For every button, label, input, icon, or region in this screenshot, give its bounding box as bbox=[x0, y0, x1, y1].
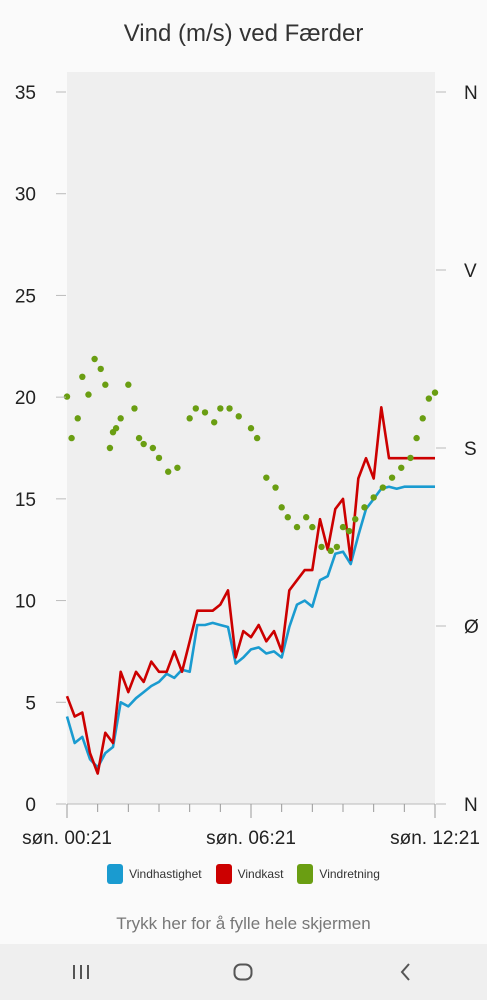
y-right-tick-label: N bbox=[464, 83, 478, 104]
point-vindretning bbox=[106, 444, 114, 452]
point-vindretning bbox=[186, 415, 193, 422]
point-vindretning bbox=[361, 504, 368, 511]
point-vindretning bbox=[68, 434, 75, 442]
point-vindretning bbox=[419, 415, 426, 422]
point-vindretning bbox=[102, 381, 109, 388]
y-left-tick-label: 5 bbox=[25, 693, 36, 714]
point-vindretning bbox=[63, 393, 71, 400]
point-vindretning bbox=[309, 523, 316, 531]
point-vindretning bbox=[388, 474, 396, 481]
point-vindretning bbox=[226, 405, 233, 412]
x-tick-label: søn. 06:21 bbox=[206, 828, 296, 849]
point-vindretning bbox=[293, 523, 301, 531]
point-vindretning bbox=[407, 454, 414, 462]
point-vindretning bbox=[352, 516, 359, 523]
series-layer bbox=[63, 355, 439, 775]
y-right-tick-label: Ø bbox=[464, 617, 479, 638]
point-vindretning bbox=[303, 514, 310, 521]
point-vindretning bbox=[339, 523, 347, 531]
point-vindretning bbox=[211, 419, 218, 426]
point-vindretning bbox=[91, 355, 98, 363]
recent-apps-icon bbox=[73, 965, 90, 979]
point-vindretning bbox=[413, 434, 420, 442]
point-vindretning bbox=[217, 405, 224, 412]
point-vindretning bbox=[272, 484, 279, 491]
legend-swatch-vindhastighet bbox=[107, 864, 124, 884]
point-vindretning bbox=[74, 415, 81, 422]
fill-screen-hint[interactable]: Trykk her for å fylle hele skjermen bbox=[116, 914, 371, 933]
back-icon bbox=[400, 963, 410, 981]
point-vindretning bbox=[398, 464, 405, 471]
point-vindretning bbox=[318, 543, 325, 551]
x-tick-label: søn. 12:21 bbox=[390, 828, 480, 849]
recent-apps-button[interactable] bbox=[51, 952, 111, 992]
point-vindretning bbox=[263, 474, 270, 481]
legend-swatch-vindkast bbox=[215, 864, 232, 884]
legend-item-vindhastighet[interactable]: Vindhastighet bbox=[107, 864, 202, 884]
system-nav-bar bbox=[0, 944, 487, 1000]
y-right-tick-label: S bbox=[464, 439, 477, 460]
point-vindretning bbox=[247, 425, 255, 432]
y-left-tick-label: 25 bbox=[15, 286, 36, 307]
point-vindretning bbox=[135, 434, 143, 442]
point-vindretning bbox=[117, 415, 124, 422]
y-left-tick-label: 15 bbox=[15, 490, 36, 511]
plot-background bbox=[67, 72, 435, 804]
y-right-tick-label: V bbox=[464, 261, 477, 282]
point-vindretning bbox=[345, 527, 353, 535]
y-left-tick-label: 35 bbox=[15, 83, 36, 104]
point-vindretning bbox=[370, 494, 377, 501]
legend-label-vindretning: Vindretning bbox=[319, 867, 380, 881]
point-vindretning bbox=[327, 547, 334, 555]
point-vindretning bbox=[112, 425, 120, 432]
point-vindretning bbox=[379, 484, 387, 491]
point-vindretning bbox=[165, 468, 172, 475]
point-vindretning bbox=[284, 514, 291, 521]
legend-label-vindkast: Vindkast bbox=[237, 867, 284, 881]
y-left-tick-label: 20 bbox=[15, 388, 36, 409]
chart-title: Vind (m/s) ved Færder bbox=[123, 20, 364, 47]
y-left-tick-label: 30 bbox=[15, 185, 36, 206]
x-tick-label: søn. 00:21 bbox=[22, 828, 112, 849]
point-vindretning bbox=[155, 454, 163, 462]
y-left-tick-label: 10 bbox=[15, 592, 36, 613]
legend: Vindhastighet Vindkast Vindretning bbox=[0, 864, 487, 884]
point-vindretning bbox=[425, 395, 433, 402]
point-vindretning bbox=[149, 444, 157, 452]
point-vindretning bbox=[253, 434, 261, 442]
legend-item-vindkast[interactable]: Vindkast bbox=[215, 864, 284, 884]
point-vindretning bbox=[333, 543, 341, 551]
back-button[interactable] bbox=[376, 952, 436, 992]
series-line-vindkast bbox=[65, 405, 435, 775]
legend-swatch-vindretning bbox=[297, 864, 314, 884]
point-vindretning bbox=[97, 365, 104, 373]
point-vindretning bbox=[174, 464, 181, 471]
home-button[interactable] bbox=[213, 952, 273, 992]
point-vindretning bbox=[125, 381, 132, 388]
point-vindretning bbox=[79, 373, 86, 380]
home-icon bbox=[233, 963, 253, 981]
point-vindretning bbox=[431, 389, 439, 396]
legend-label-vindhastighet: Vindhastighet bbox=[129, 867, 202, 881]
point-vindretning bbox=[131, 405, 138, 412]
point-vindretning bbox=[85, 391, 92, 398]
y-right-tick-label: N bbox=[464, 795, 478, 816]
point-vindretning bbox=[140, 440, 147, 448]
y-left-tick-label: 0 bbox=[25, 795, 36, 816]
point-vindretning bbox=[192, 405, 199, 412]
point-vindretning bbox=[201, 409, 209, 416]
legend-item-vindretning[interactable]: Vindretning bbox=[297, 864, 380, 884]
point-vindretning bbox=[235, 413, 242, 420]
point-vindretning bbox=[278, 504, 285, 511]
